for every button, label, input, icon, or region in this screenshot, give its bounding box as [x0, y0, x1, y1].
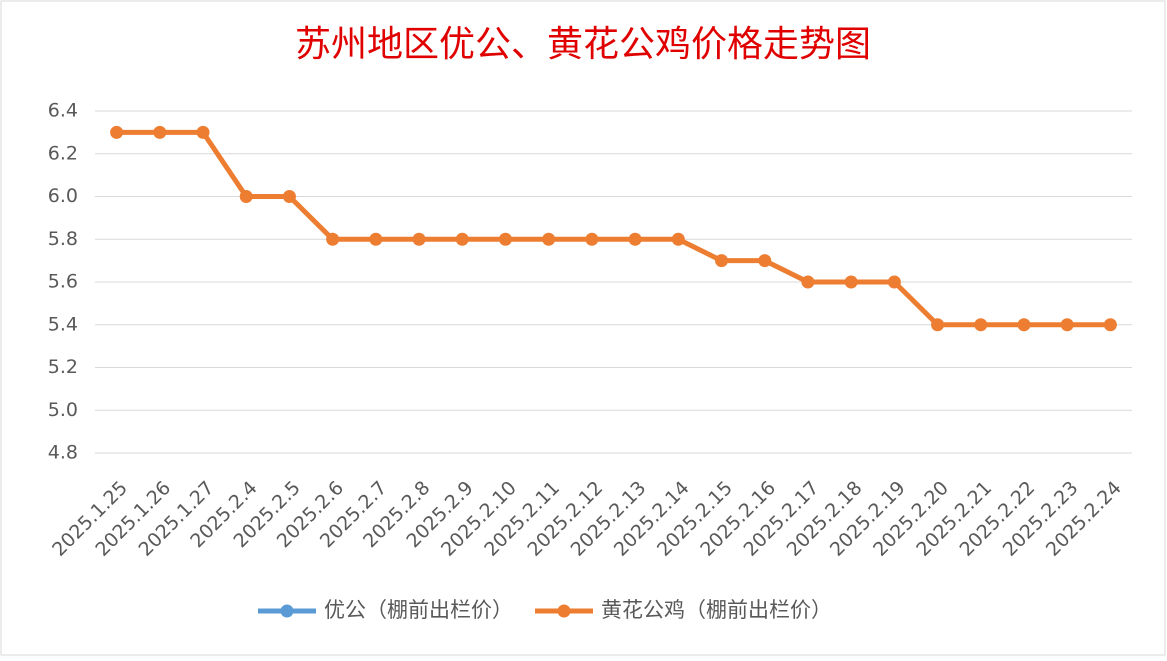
y-tick-label: 5.2: [48, 356, 78, 378]
chart-title: 苏州地区优公、黄花公鸡价格走势图: [295, 24, 871, 65]
data-point: [585, 232, 599, 246]
y-tick-label: 5.4: [48, 313, 78, 335]
data-point: [196, 125, 210, 139]
legend-label: 黄花公鸡（棚前出栏价）: [601, 598, 832, 622]
data-point: [326, 232, 340, 246]
series-line: [116, 129, 1111, 328]
data-point: [974, 318, 988, 332]
data-point: [369, 232, 383, 246]
data-point: [542, 232, 556, 246]
data-point: [758, 254, 772, 268]
data-point: [887, 275, 901, 289]
data-point: [844, 275, 858, 289]
y-tick-label: 6.2: [48, 142, 78, 164]
data-point: [282, 190, 296, 203]
y-tick-label: 6.0: [48, 185, 78, 207]
y-tick-label: 5.6: [48, 271, 78, 293]
data-point: [153, 125, 167, 139]
y-tick-label: 6.4: [48, 100, 78, 122]
data-point: [1103, 318, 1117, 332]
y-tick-label: 5.0: [48, 399, 78, 421]
data-point: [931, 318, 945, 332]
y-tick-label: 4.8: [48, 442, 78, 464]
data-point: [498, 232, 512, 246]
legend-marker: [280, 604, 294, 618]
legend-label: 优公（棚前出栏价）: [324, 598, 513, 622]
data-point: [110, 125, 124, 139]
y-tick-label: 5.8: [48, 228, 78, 250]
data-point: [412, 232, 426, 246]
data-point: [1017, 318, 1031, 332]
legend-marker: [557, 604, 571, 618]
data-point: [1060, 318, 1074, 332]
data-point: [455, 232, 469, 246]
data-point: [239, 190, 253, 203]
data-point: [671, 232, 685, 246]
data-point: [801, 275, 815, 289]
data-point: [715, 254, 729, 268]
data-point: [628, 232, 642, 246]
